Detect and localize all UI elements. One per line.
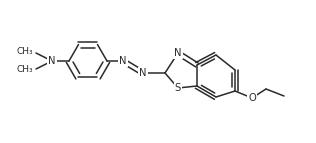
Text: N: N [174,48,182,58]
Text: S: S [175,83,181,93]
Text: N: N [139,68,147,78]
Text: CH₃: CH₃ [16,47,33,56]
Text: N: N [119,56,127,66]
Text: N: N [48,56,56,66]
Text: O: O [248,93,256,103]
Text: CH₃: CH₃ [16,65,33,75]
